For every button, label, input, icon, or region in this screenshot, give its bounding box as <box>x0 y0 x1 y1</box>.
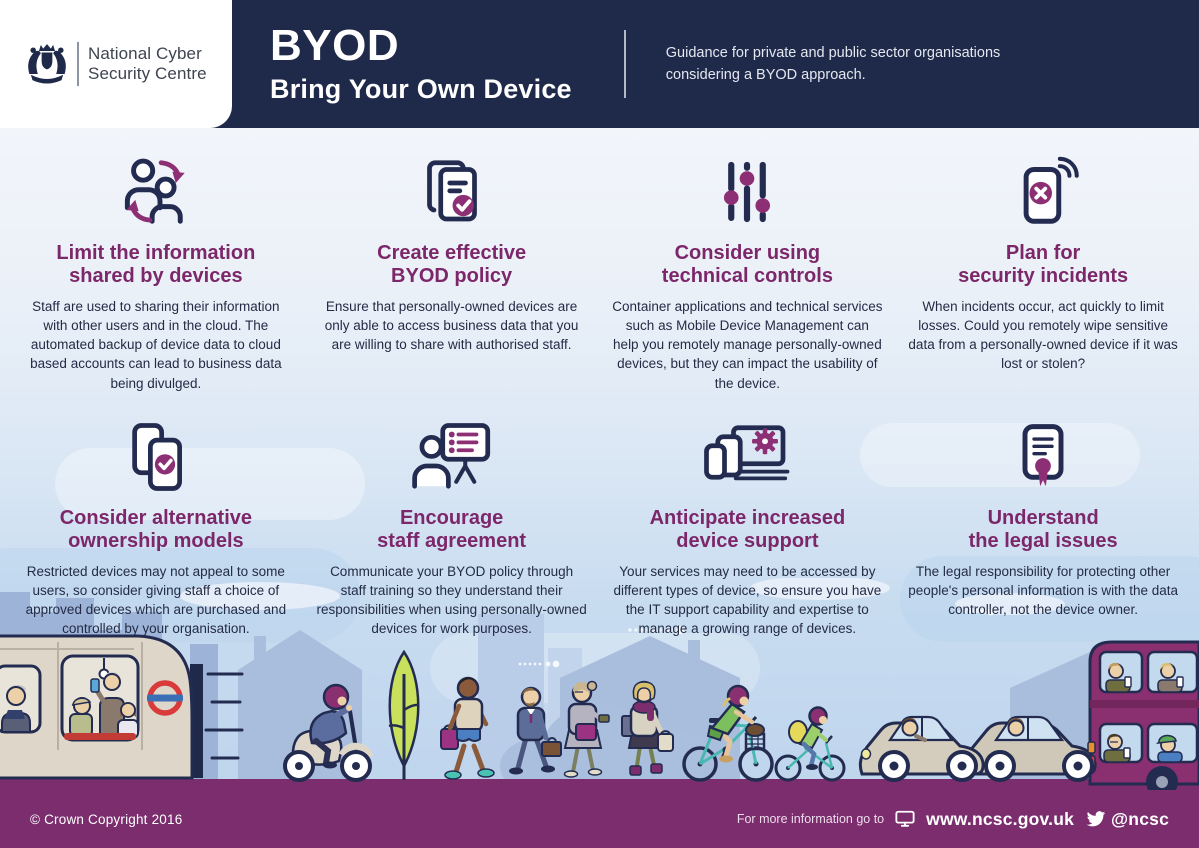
cyclist-child <box>774 706 846 782</box>
footer-links: For more information go to www.ncsc.gov.… <box>737 809 1169 830</box>
staff-training-presentation-icon <box>316 417 588 497</box>
cloud-decoration <box>55 448 365 520</box>
website-link[interactable]: www.ncsc.gov.uk <box>926 808 1075 829</box>
pedestrians <box>440 676 674 780</box>
panel-title: Anticipate increased device support <box>649 506 846 552</box>
technical-controls-sliders-icon <box>612 152 884 232</box>
header-title-block: BYOD Bring Your Own Device Guidance for … <box>232 0 1199 128</box>
header: National Cyber Security Centre BYOD Brin… <box>0 0 1199 128</box>
panel-staff-agreement: Encourage staff agreement Communicate you… <box>304 417 600 639</box>
panel-body: Container applications and technical ser… <box>612 299 883 391</box>
panel-security-incidents: Plan for security incidents When incident… <box>895 152 1191 393</box>
twitter-handle: @ncsc <box>1111 808 1169 829</box>
panel-body: When incidents occur, act quickly to lim… <box>908 299 1178 372</box>
logo-text: National Cyber Security Centre <box>88 43 207 83</box>
underground-train <box>0 634 244 780</box>
double-decker-bus <box>1088 640 1199 790</box>
road <box>0 779 1199 790</box>
data-dots-decoration <box>518 608 995 668</box>
users-share-sync-icon <box>20 152 292 232</box>
more-info-label: For more information go to <box>736 812 885 826</box>
london-underground-roundel <box>147 680 183 716</box>
cyclists <box>682 684 846 782</box>
panel-title: Consider alternative ownership models <box>59 506 253 552</box>
device-support-gear-icon <box>612 417 884 497</box>
policy-document-check-icon <box>316 152 588 232</box>
panel-device-support: Anticipate increased device support Your … <box>600 417 896 639</box>
monitor-icon <box>895 810 915 827</box>
pedestrian-man <box>440 676 495 780</box>
panel-body: Restricted devices may not appeal to som… <box>25 563 287 637</box>
pedestrian-businessman <box>509 686 562 775</box>
panel-title: Understand the legal issues <box>968 506 1118 552</box>
cloud-decoration <box>860 423 1140 487</box>
ncsc-logo: National Cyber Security Centre <box>0 0 232 128</box>
phone-remote-wipe-icon <box>907 152 1179 232</box>
panel-body: Communicate your BYOD policy through sta… <box>316 563 587 637</box>
panel-technical-controls: Consider using technical controls Contain… <box>600 152 896 393</box>
panel-body: The legal responsibility for protecting … <box>908 563 1178 618</box>
tree <box>388 649 420 780</box>
pedestrian-woman-grey <box>563 680 610 778</box>
legal-certificate-icon <box>907 417 1179 497</box>
panel-body: Ensure that personally-owned devices are… <box>324 299 579 353</box>
header-divider <box>623 30 626 98</box>
panel-body: Staff are used to sharing their informat… <box>30 299 282 391</box>
advice-panels-grid: Limit the information shared by devices S… <box>0 128 1199 638</box>
royal-crest-icon <box>28 44 66 84</box>
panel-body: Your services may need to be accessed by… <box>613 563 882 637</box>
main-content: Limit the information shared by devices S… <box>0 128 1199 790</box>
copyright-text: © Crown Copyright 2016 <box>30 811 183 827</box>
pedestrian-woman-scarf <box>621 680 674 776</box>
panel-title: Consider using technical controls <box>661 242 833 287</box>
page-subtitle: Bring Your Own Device <box>270 73 572 104</box>
car-rear <box>964 715 1097 782</box>
panel-title: Create effective BYOD policy <box>377 242 527 287</box>
panel-limit-information: Limit the information shared by devices S… <box>8 152 304 393</box>
footer: © Crown Copyright 2016 For more informat… <box>0 790 1199 848</box>
cyclist-adult <box>682 684 774 782</box>
logo-divider <box>77 42 79 86</box>
panel-title: Encourage staff agreement <box>377 506 527 552</box>
street-scene-illustration <box>0 578 1199 790</box>
ownership-phones-check-icon <box>20 417 292 497</box>
scooter-rider <box>283 683 374 782</box>
tagline: Guidance for private and public sector o… <box>665 44 1001 83</box>
twitter-link[interactable]: @ncsc <box>1085 809 1169 830</box>
panel-legal-issues: Understand the legal issues The legal res… <box>895 417 1191 639</box>
car-front <box>858 715 985 782</box>
twitter-bird-icon <box>1086 810 1106 826</box>
page-title: BYOD <box>270 20 400 70</box>
panel-byod-policy: Create effective BYOD policy Ensure that … <box>304 152 600 393</box>
panel-title: Limit the information shared by devices <box>56 242 256 287</box>
panel-title: Plan for security incidents <box>958 242 1129 287</box>
panel-ownership-models: Consider alternative ownership models Res… <box>8 417 304 639</box>
cars <box>858 715 1097 782</box>
